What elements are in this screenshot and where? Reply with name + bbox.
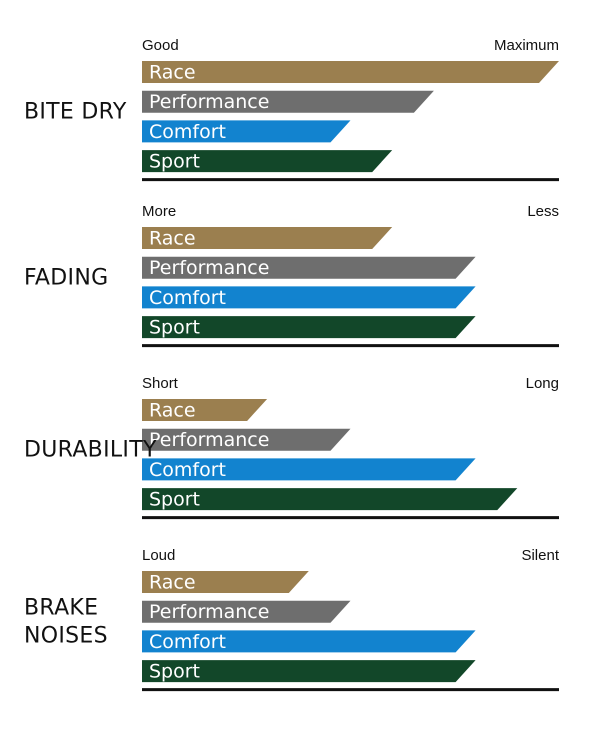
bar-label-race: Race [149, 400, 196, 422]
bar-race [142, 399, 268, 421]
scale-left-label: More [142, 203, 176, 220]
bar-race [142, 227, 393, 249]
bar-label-comfort: Comfort [149, 631, 226, 653]
section-title: DURABILITY [24, 437, 157, 462]
bar-label-sport: Sport [149, 317, 200, 339]
bar-performance [142, 90, 434, 113]
bar-label-comfort: Comfort [149, 287, 226, 309]
bar-sport [142, 488, 518, 511]
bar-comfort [142, 458, 476, 481]
bar-sport [142, 150, 393, 173]
scale-left-label: Short [142, 375, 179, 392]
section-title: BITE DRY [24, 99, 127, 124]
scale-right-label: Silent [521, 547, 559, 564]
bar-label-performance: Performance [149, 91, 269, 113]
bar-performance [142, 428, 351, 451]
scale-left-label: Loud [142, 547, 175, 564]
bar-label-sport: Sport [149, 151, 200, 173]
scale-left-label: Good [142, 37, 179, 54]
bar-label-race: Race [149, 62, 196, 84]
bar-sport [142, 660, 476, 683]
section-3: Loud Silent Race Performance Comfort Sport BRA… [24, 547, 560, 692]
section-title: NOISES [24, 623, 108, 648]
bar-label-comfort: Comfort [149, 459, 226, 481]
bar-label-performance: Performance [149, 429, 269, 451]
bar-comfort [142, 630, 476, 653]
scale-right-label: Less [527, 203, 559, 220]
bar-label-race: Race [149, 572, 196, 594]
bar-comfort [142, 120, 351, 143]
scale-right-label: Long [526, 375, 559, 392]
section-0: Good Maximum Race Performance Comfort Sport BI… [24, 37, 559, 182]
bar-label-race: Race [149, 228, 196, 250]
bar-label-sport: Sport [149, 661, 200, 683]
section-title: FADING [24, 265, 108, 290]
bar-performance [142, 256, 476, 279]
section-title: BRAKE [24, 595, 98, 620]
bar-label-performance: Performance [149, 257, 269, 279]
bar-label-comfort: Comfort [149, 121, 226, 143]
scale-right-label: Maximum [494, 37, 559, 54]
bar-race [142, 571, 309, 593]
section-1: More Less Race Performance Comfort Sport FADIN… [24, 203, 559, 348]
bar-label-sport: Sport [149, 489, 200, 511]
bar-performance [142, 600, 351, 623]
bar-sport [142, 316, 476, 339]
bar-label-performance: Performance [149, 601, 269, 623]
bar-race [142, 61, 559, 83]
section-2: Short Long Race Performance Comfort Sport DURA… [24, 375, 559, 520]
bar-comfort [142, 286, 476, 309]
